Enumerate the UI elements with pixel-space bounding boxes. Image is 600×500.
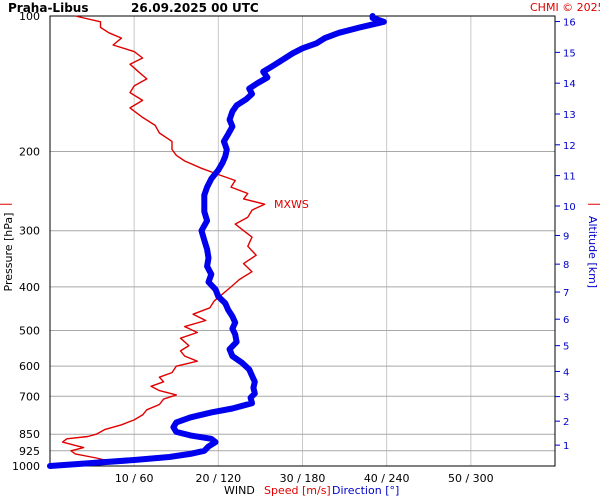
wind-tick-labels: 10 / 60 20 / 120 30 / 180 40 / 240 50 / 300: [115, 472, 494, 485]
altitude-tick-label: 5: [563, 342, 569, 353]
altitude-tick-label: 8: [563, 260, 569, 271]
sounding-datetime: 26.09.2025 00 UTC: [131, 1, 259, 15]
altitude-tick-label: 11: [563, 172, 576, 183]
wind-tick-label: 50 / 300: [448, 472, 494, 485]
altitude-tick-label: 12: [563, 141, 576, 152]
altitude-tick-label: 7: [563, 288, 569, 299]
wind-tick-label: 10 / 60: [115, 472, 154, 485]
altitude-tick-label: 10: [563, 202, 576, 213]
plot-border: [49, 15, 556, 467]
altitude-tick-label: 6: [563, 315, 569, 326]
pressure-tick-label: 925: [19, 445, 40, 458]
copyright: CHMI © 2025: [530, 1, 600, 14]
pressure-tick-label: 300: [19, 225, 40, 238]
altitude-tick-label: 16: [563, 18, 576, 29]
plot-frame: [49, 15, 556, 467]
pressure-tick-label: 700: [19, 390, 40, 403]
pressure-tick-label: 500: [19, 325, 40, 338]
direction-legend: Direction [°]: [332, 484, 399, 497]
pressure-tick-label: 600: [19, 360, 40, 373]
pressure-tick-label: 850: [19, 428, 40, 441]
y-axis-label: Pressure [hPa]: [2, 213, 15, 292]
x-axis-title: WIND: [224, 484, 255, 497]
pressure-tick-label: 400: [19, 281, 40, 294]
pressure-tick-labels: 100 200 300 400 500 600 700 850 925 1000: [12, 10, 40, 473]
series-lines: [47, 13, 387, 469]
pressure-tick-label: 100: [19, 10, 40, 23]
altitude-tick-label: 14: [563, 79, 576, 90]
altitude-tick-label: 2: [563, 417, 569, 428]
altitude-axis-label: Altitude [km]: [586, 216, 599, 288]
direction-line: [47, 13, 387, 469]
grid: [50, 16, 555, 466]
altitude-tick-label: 1: [563, 441, 569, 452]
wind-tick-label: 20 / 120: [195, 472, 241, 485]
mxws-label: MXWS: [274, 198, 309, 211]
pressure-tick-label: 1000: [12, 460, 40, 473]
station-name: Praha-Libus: [8, 1, 88, 15]
wind-tick-label: 30 / 180: [280, 472, 326, 485]
altitude-tick-label: 4: [563, 367, 569, 378]
pressure-tick-label: 200: [19, 145, 40, 158]
mxws-marker: MXWS: [0, 198, 600, 211]
speed-legend: Speed [m/s]: [264, 484, 331, 497]
wind-tick-label: 40 / 240: [364, 472, 410, 485]
altitude-tick-label: 15: [563, 48, 576, 59]
altitude-tick-label: 13: [563, 110, 576, 121]
altitude-tick-label: 9: [563, 231, 569, 242]
speed-line: [58, 15, 266, 467]
altitude-tick-label: 3: [563, 393, 569, 404]
